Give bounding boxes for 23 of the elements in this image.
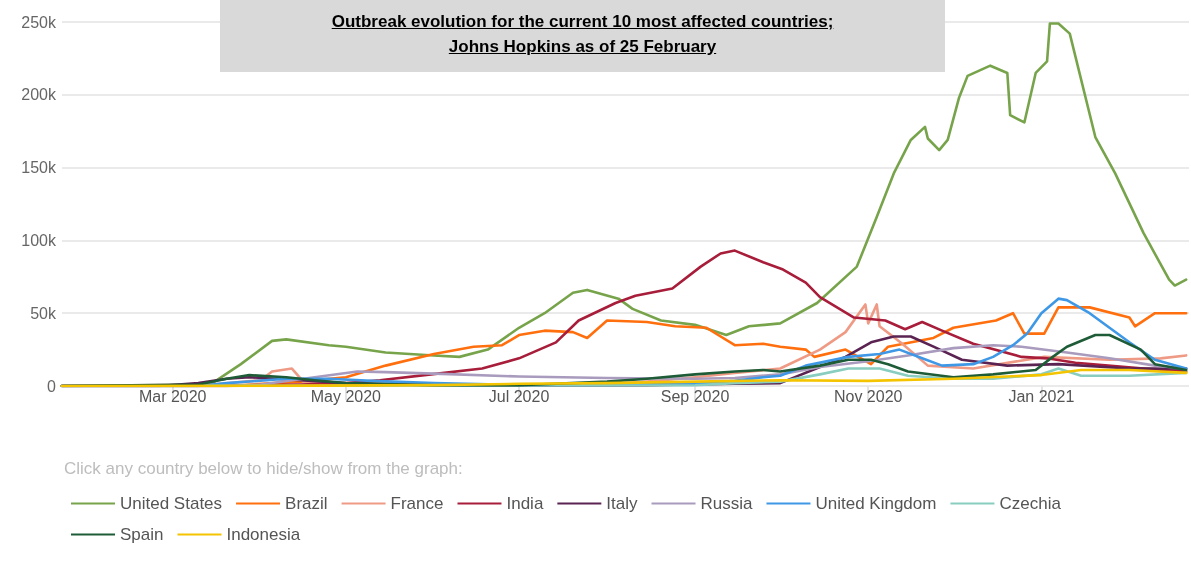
legend-label: Russia xyxy=(700,494,754,513)
x-tick-label: Nov 2020 xyxy=(833,387,903,405)
y-tick-label: 0 xyxy=(47,377,57,395)
legend-label: France xyxy=(390,494,444,513)
y-tick-label: 50k xyxy=(30,304,57,322)
x-tick-label: Mar 2020 xyxy=(138,387,207,405)
legend-label: Spain xyxy=(120,525,164,544)
legend-label: Indonesia xyxy=(226,525,301,544)
x-tick-label: Sep 2020 xyxy=(660,387,730,405)
x-tick-label: May 2020 xyxy=(310,387,382,405)
legend-label: United Kingdom xyxy=(815,494,937,513)
y-tick-label: 200k xyxy=(21,86,57,104)
legend-title: Click any country below to hide/show from the graph: xyxy=(64,459,463,479)
legend-label: India xyxy=(506,494,544,513)
y-tick-label: 250k xyxy=(21,13,57,31)
legend-label: Czechia xyxy=(999,494,1062,513)
y-tick-label: 100k xyxy=(21,231,57,249)
x-tick-label: Jan 2021 xyxy=(1008,387,1075,405)
x-tick-label: Jul 2020 xyxy=(488,387,550,405)
y-tick-label: 150k xyxy=(21,159,57,177)
legend-label: Brazil xyxy=(285,494,328,513)
legend-label: Italy xyxy=(606,494,639,513)
legend-label: United States xyxy=(120,494,223,513)
